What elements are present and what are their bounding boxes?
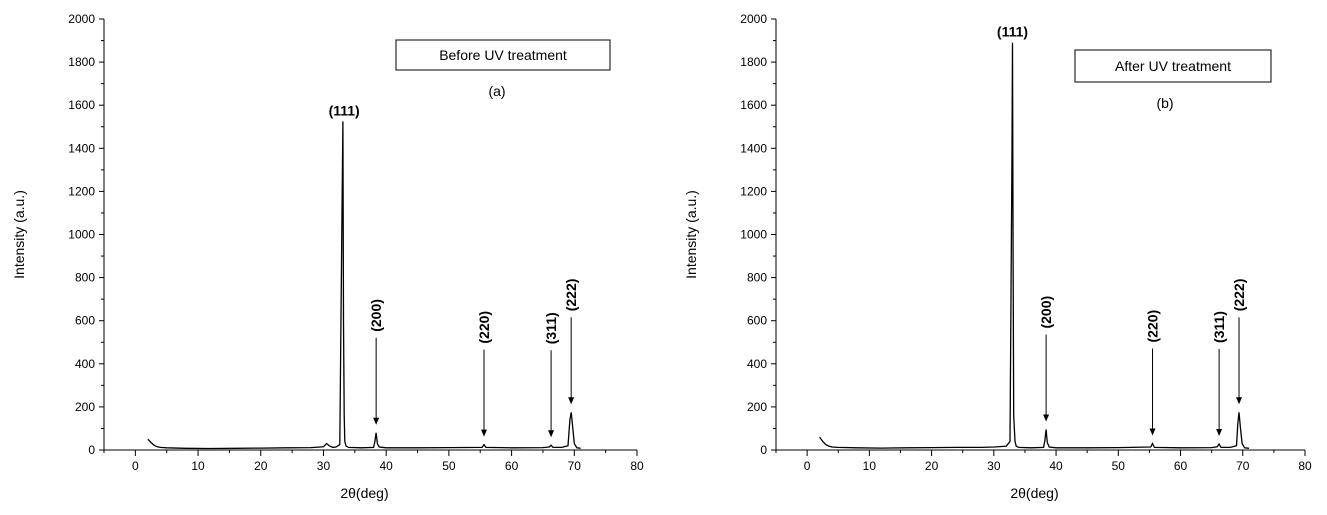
panel-b-x-tick-label: 0: [804, 459, 811, 473]
panel-b-y-tick-label: 400: [747, 357, 767, 371]
panel-b-x-tick-label: 20: [925, 459, 939, 473]
panel-b-x-tick-label: 40: [1049, 459, 1063, 473]
panel-a-peak-label: (111): [329, 102, 360, 118]
panel-b-legend-box: [1074, 49, 1272, 83]
panel-b-x-tick-label: 50: [1112, 459, 1126, 473]
panel-b-y-tick-label: 1200: [740, 184, 767, 198]
panel-a-y-tick-label: 1800: [68, 55, 95, 69]
panel-a-y-tick-label: 1000: [68, 228, 95, 242]
panel-b-peak-arrowhead: [1149, 428, 1156, 436]
panel-a-legend-box: [395, 39, 611, 71]
panel-a-x-tick-label: 30: [317, 459, 331, 473]
panel-a-x-axis-label: 2θ(deg): [340, 485, 388, 501]
panel-a-x-tick-label: 10: [191, 459, 205, 473]
panel-a-peak-label: (222): [563, 279, 579, 312]
panel-a-y-tick-label: 600: [75, 314, 95, 328]
panel-a-peak-arrowhead: [373, 417, 380, 425]
panel-a-peak-label: (220): [476, 311, 492, 344]
panel-b-peak-arrowhead: [1216, 428, 1223, 436]
panel-a-x-tick-label: 70: [568, 459, 582, 473]
panel-a-peak-arrowhead: [480, 429, 487, 437]
panel-b-peak-arrowhead: [1236, 397, 1243, 405]
panel-a-peak-label: (311): [543, 312, 559, 344]
panel-b-x-tick-label: 10: [863, 459, 877, 473]
panel-b-peak-label: (311): [1211, 311, 1227, 343]
panel-a-y-tick-label: 2000: [68, 12, 95, 26]
panel-b-y-tick-label: 800: [747, 271, 767, 285]
panel-a-y-tick-label: 1200: [68, 184, 95, 198]
panel-a-y-tick-label: 800: [75, 271, 95, 285]
panel-a-series-line: [147, 121, 581, 450]
panel-b-y-tick-label: 600: [747, 314, 767, 328]
panel-b-x-tick-label: 80: [1298, 459, 1312, 473]
panel-a-y-tick-label: 1600: [68, 98, 95, 112]
panel-a-y-tick-label: 0: [88, 443, 95, 457]
panel-b-peak-arrowhead: [1043, 414, 1050, 422]
panel-b-x-tick-label: 60: [1174, 459, 1188, 473]
panel-b-peak-label: (200): [1038, 296, 1054, 329]
panel-a-peak-arrowhead: [568, 397, 575, 405]
panel-b-peak-label: (220): [1145, 310, 1161, 343]
panel-b-x-tick-label: 70: [1236, 459, 1250, 473]
panel-a-subtitle: (a): [488, 83, 505, 99]
panel-b-y-tick-label: 1400: [740, 141, 767, 155]
panel-a-y-axis-label: Intensity (a.u.): [11, 190, 27, 279]
panel-a-x-tick-label: 80: [630, 459, 644, 473]
panel-a-x-tick-label: 50: [442, 459, 456, 473]
panel-b: 0 10 20 30 40 50 60 70 8002004006008001000120014…: [683, 12, 1312, 501]
panel-b-y-tick-label: 0: [760, 443, 767, 457]
panel-a-peak-arrowhead: [548, 430, 555, 438]
panel-a-x-tick-label: 0: [132, 459, 139, 473]
panel-a-y-tick-label: 1400: [68, 141, 95, 155]
panel-b-y-tick-label: 1000: [740, 228, 767, 242]
panel-b-y-axis-label: Intensity (a.u.): [683, 190, 699, 279]
panel-a-x-tick-label: 20: [254, 459, 268, 473]
panel-a: 0 10 20 30 40 50 60 70 8002004006008001000120014…: [11, 12, 644, 501]
panel-a-x-tick-label: 40: [379, 459, 393, 473]
panel-b-legend-text: After UV treatment: [1115, 58, 1231, 74]
panel-a-peak-label: (200): [368, 299, 384, 332]
panel-b-x-axis-label: 2θ(deg): [1010, 485, 1058, 501]
panel-a-y-tick-label: 200: [75, 400, 95, 414]
panel-b-series-line: [819, 42, 1250, 449]
panel-b-peak-label: (222): [1231, 279, 1247, 312]
panel-b-y-tick-label: 2000: [740, 12, 767, 26]
panel-b-y-tick-label: 1800: [740, 55, 767, 69]
panel-a-y-tick-label: 400: [75, 357, 95, 371]
panel-b-x-tick-label: 30: [987, 459, 1001, 473]
panel-a-x-tick-label: 60: [505, 459, 519, 473]
panel-b-y-tick-label: 200: [747, 400, 767, 414]
panel-b-y-tick-label: 1600: [740, 98, 767, 112]
panel-a-legend-text: Before UV treatment: [439, 47, 567, 63]
panel-b-subtitle: (b): [1156, 95, 1173, 111]
panel-b-peak-label: (111): [997, 24, 1028, 40]
